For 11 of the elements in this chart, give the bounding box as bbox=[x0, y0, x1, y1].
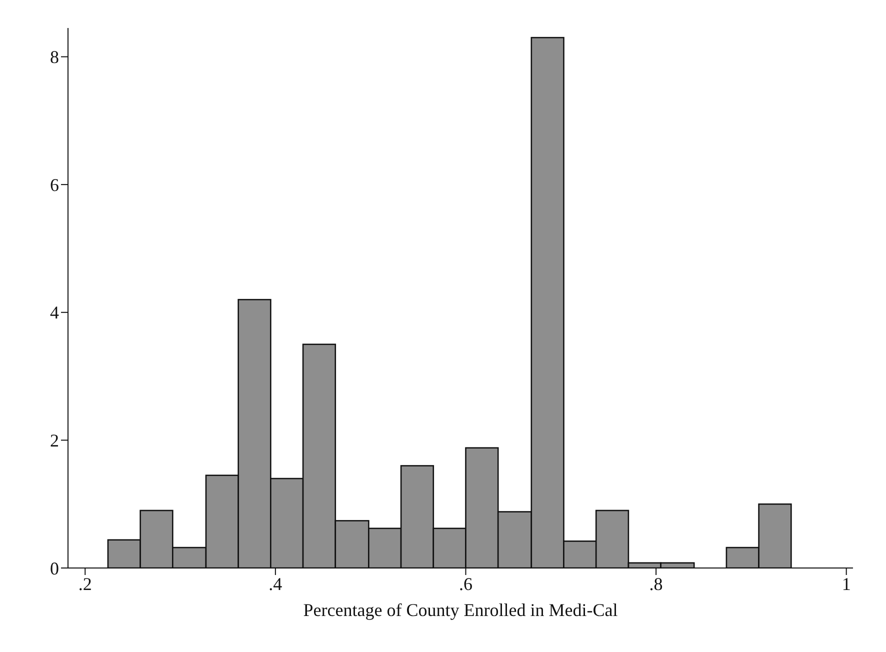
x-tick-label: .2 bbox=[78, 574, 92, 594]
x-tick-label: .8 bbox=[649, 574, 663, 594]
y-tick-label: 6 bbox=[50, 174, 59, 195]
x-tick-label: 1 bbox=[842, 574, 851, 594]
y-tick-label: 8 bbox=[50, 47, 59, 68]
y-tick-label: 0 bbox=[50, 558, 59, 578]
y-tick-label: 4 bbox=[50, 302, 59, 323]
y-tick-label: 2 bbox=[50, 430, 59, 450]
x-tick-label: .6 bbox=[458, 574, 472, 594]
x-tick-label: .4 bbox=[268, 574, 282, 594]
x-axis-title: Percentage of County Enrolled in Medi-Cal bbox=[303, 600, 618, 620]
